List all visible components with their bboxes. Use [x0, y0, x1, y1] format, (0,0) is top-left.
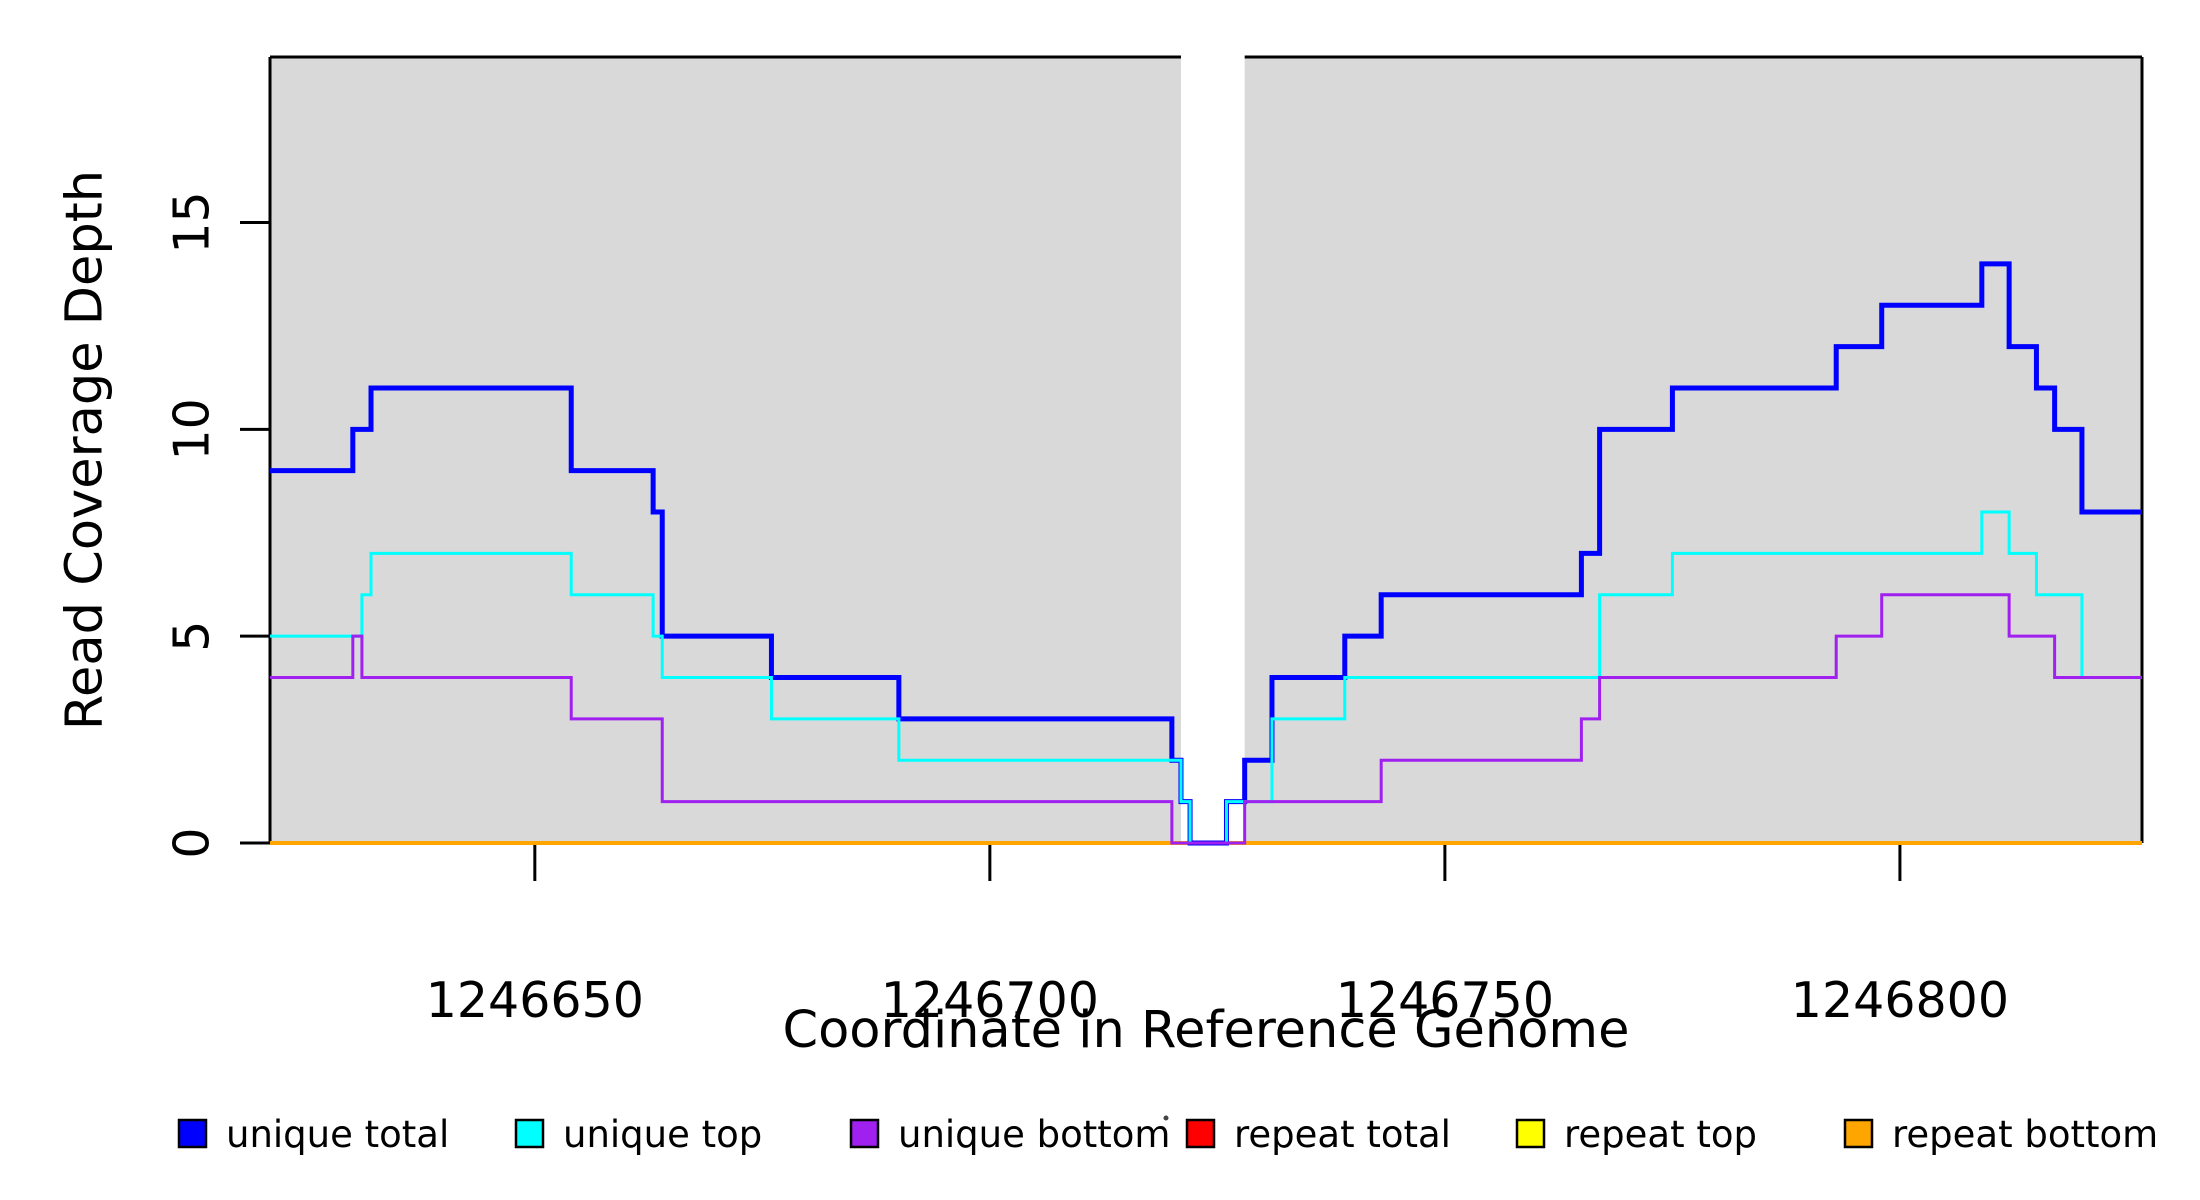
series-line-unique-bottom: [270, 593, 2142, 845]
y-axis-tick-label: 0: [164, 827, 221, 858]
legend-label-unique-bottom: unique bottom: [898, 1113, 1170, 1156]
y-axis-tick-label: 15: [164, 191, 221, 253]
plot-shading-region: [1244, 57, 2142, 843]
legend-swatch-repeat-total: [1185, 1118, 1216, 1149]
x-axis-tick-label: 1246650: [426, 972, 644, 1029]
x-axis-tick-label: 1246700: [881, 972, 1099, 1029]
y-axis-title: Read Coverage Depth: [56, 170, 115, 730]
legend-swatch-unique-bottom: [849, 1118, 880, 1149]
legend-label-unique-total: unique total: [226, 1113, 449, 1156]
y-axis-tick-label: 10: [164, 398, 221, 460]
legend-swatch-unique-total: [177, 1118, 208, 1149]
x-axis-title: Coordinate in Reference Genome: [782, 1001, 1629, 1060]
x-axis-tick-label: 1246800: [1791, 972, 2009, 1029]
stray-dot: [1163, 1115, 1169, 1121]
legend-label-repeat-top: repeat top: [1564, 1113, 1757, 1156]
y-axis-tick-label: 5: [164, 621, 221, 652]
legend-swatch-repeat-top: [1515, 1118, 1546, 1149]
legend-label-repeat-bottom: repeat bottom: [1892, 1113, 2158, 1156]
plot-shading-region: [270, 57, 1181, 843]
legend-swatch-unique-top: [514, 1118, 545, 1149]
legend-swatch-repeat-bottom: [1843, 1118, 1874, 1149]
x-axis-tick-label: 1246750: [1336, 972, 1554, 1029]
legend-label-unique-top: unique top: [563, 1113, 762, 1156]
legend-label-repeat-total: repeat total: [1234, 1113, 1451, 1156]
